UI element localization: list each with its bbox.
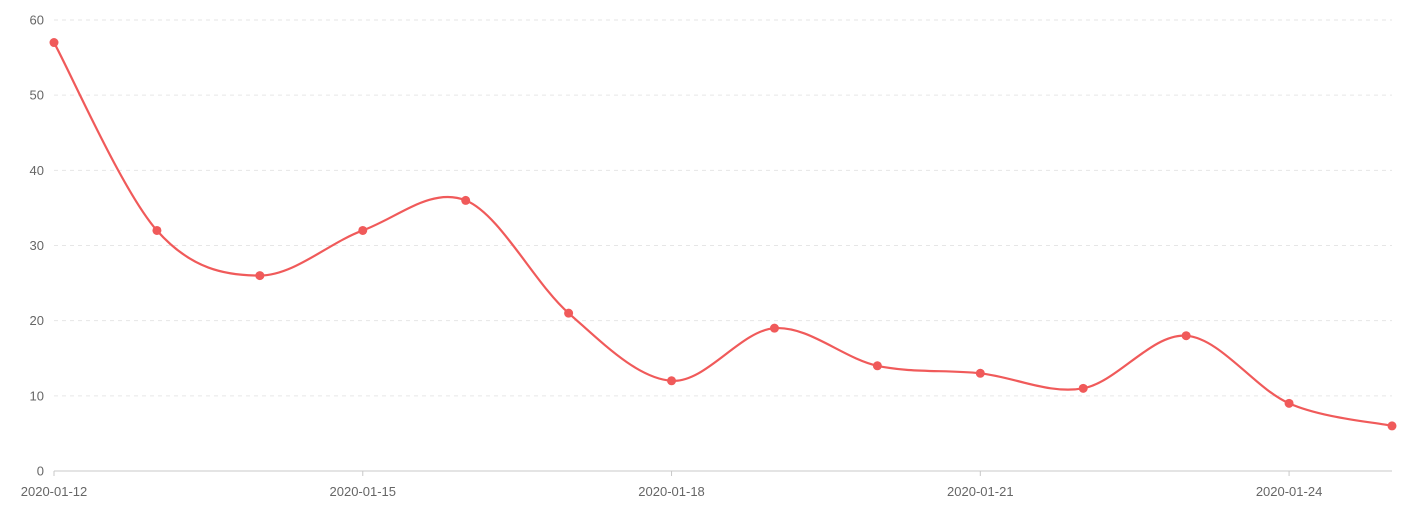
series-line — [52, 41, 1394, 427]
data-point-2020-01-20[interactable] — [872, 361, 882, 371]
y-tick-label: 40 — [30, 163, 44, 178]
data-point-2020-01-13[interactable] — [152, 225, 162, 235]
x-axis-labels: 2020-01-12 2020-01-15 2020-01-18 2020-01-21… — [21, 484, 1323, 499]
y-tick-label: 60 — [30, 13, 44, 28]
y-tick-label: 30 — [30, 238, 44, 253]
data-point-2020-01-22[interactable] — [1078, 383, 1088, 393]
data-points — [49, 38, 1397, 431]
data-point-2020-01-18[interactable] — [667, 376, 677, 386]
y-tick-label: 10 — [30, 388, 44, 403]
data-point-2020-01-16[interactable] — [461, 195, 471, 205]
x-tick-label: 2020-01-18 — [638, 484, 705, 499]
y-tick-label: 20 — [30, 313, 44, 328]
data-point-2020-01-24[interactable] — [1284, 398, 1294, 408]
x-tick-label: 2020-01-21 — [947, 484, 1014, 499]
data-point-2020-01-14[interactable] — [255, 271, 265, 281]
y-tick-label: 50 — [30, 88, 44, 103]
data-point-2020-01-25[interactable] — [1387, 421, 1397, 431]
data-point-2020-01-15[interactable] — [358, 225, 368, 235]
grid-lines — [54, 19, 1392, 397]
series-layer — [52, 41, 1394, 427]
data-point-2020-01-23[interactable] — [1181, 331, 1191, 341]
data-point-2020-01-12[interactable] — [49, 38, 59, 48]
x-tick-label: 2020-01-15 — [330, 484, 397, 499]
data-point-2020-01-21[interactable] — [975, 368, 985, 378]
x-tick-label: 2020-01-12 — [21, 484, 88, 499]
x-axis — [53, 470, 1392, 476]
y-axis-labels: 0 10 20 30 40 50 60 — [30, 13, 44, 479]
data-point-2020-01-19[interactable] — [769, 323, 779, 333]
data-point-2020-01-17[interactable] — [564, 308, 574, 318]
x-tick-label: 2020-01-24 — [1256, 484, 1323, 499]
y-tick-label: 0 — [37, 464, 44, 479]
